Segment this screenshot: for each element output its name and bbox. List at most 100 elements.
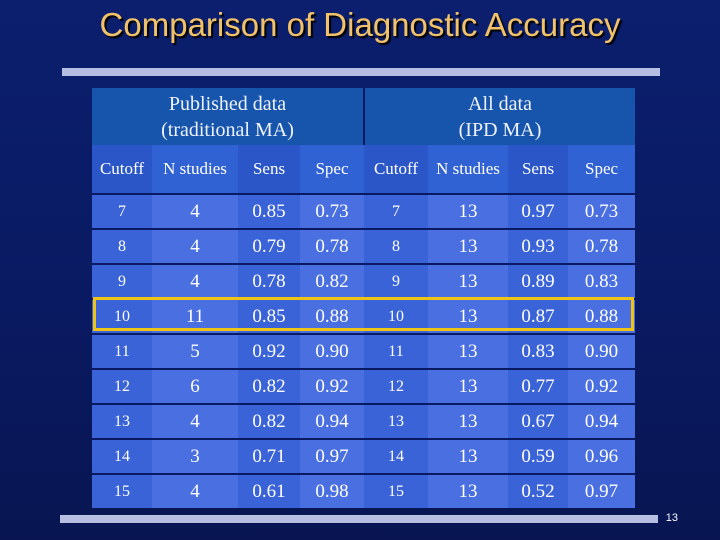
table-cell: 8 bbox=[364, 228, 428, 264]
table-cell: 0.83 bbox=[508, 333, 568, 369]
table-cell: 10 bbox=[364, 298, 428, 334]
top-divider bbox=[62, 68, 660, 76]
group-all-data: All data (IPD MA) bbox=[364, 88, 636, 145]
column-header: Sens bbox=[508, 145, 568, 194]
table-cell: 4 bbox=[152, 228, 238, 264]
table-cell: 9 bbox=[364, 263, 428, 299]
table-row: 11 5 0.92 0.90 11 13 0.83 0.90 bbox=[92, 333, 636, 369]
table-cell: 8 bbox=[92, 228, 152, 264]
table-cell: 14 bbox=[364, 438, 428, 474]
table-cell: 0.85 bbox=[238, 193, 300, 229]
table-cell: 7 bbox=[364, 193, 428, 229]
table-cell: 0.71 bbox=[238, 438, 300, 474]
table-cell: 7 bbox=[92, 193, 152, 229]
table-cell: 15 bbox=[92, 473, 152, 508]
column-header: Cutoff bbox=[364, 145, 428, 194]
table-cell: 13 bbox=[428, 263, 508, 299]
table-row: 8 4 0.79 0.78 8 13 0.93 0.78 bbox=[92, 228, 636, 264]
table-row: 12 6 0.82 0.92 12 13 0.77 0.92 bbox=[92, 368, 636, 404]
table-cell: 0.90 bbox=[300, 333, 364, 369]
table-cell: 0.97 bbox=[300, 438, 364, 474]
table-cell: 0.52 bbox=[508, 473, 568, 508]
column-header: Cutoff bbox=[92, 145, 152, 194]
table-cell: 3 bbox=[152, 438, 238, 474]
page-number: 13 bbox=[665, 512, 678, 524]
table-cell: 13 bbox=[92, 403, 152, 439]
table-cell: 4 bbox=[152, 193, 238, 229]
table-cell: 13 bbox=[428, 193, 508, 229]
table-cell: 4 bbox=[152, 403, 238, 439]
table-cell: 0.94 bbox=[568, 403, 636, 439]
table-cell: 0.77 bbox=[508, 368, 568, 404]
table-cell: 0.59 bbox=[508, 438, 568, 474]
table-cell: 0.82 bbox=[238, 368, 300, 404]
table-cell: 11 bbox=[92, 333, 152, 369]
table-cell: 12 bbox=[364, 368, 428, 404]
table-row: 10 11 0.85 0.88 10 13 0.87 0.88 bbox=[92, 298, 636, 334]
column-header: Sens bbox=[238, 145, 300, 194]
table-cell: 0.98 bbox=[300, 473, 364, 508]
table-cell: 0.87 bbox=[508, 298, 568, 334]
table-row: 14 3 0.71 0.97 14 13 0.59 0.96 bbox=[92, 438, 636, 474]
table-cell: 0.85 bbox=[238, 298, 300, 334]
table-cell: 0.73 bbox=[568, 193, 636, 229]
table-cell: 12 bbox=[92, 368, 152, 404]
table-cell: 11 bbox=[152, 298, 238, 334]
table-cell: 0.93 bbox=[508, 228, 568, 264]
group-all-line2: (IPD MA) bbox=[458, 118, 542, 141]
table-cell: 0.83 bbox=[568, 263, 636, 299]
table-cell: 0.82 bbox=[300, 263, 364, 299]
table-cell: 0.89 bbox=[508, 263, 568, 299]
table-cell: 15 bbox=[364, 473, 428, 508]
column-header: N studies bbox=[428, 145, 508, 194]
slide-title: Comparison of Diagnostic Accuracy bbox=[99, 6, 621, 43]
table-cell: 5 bbox=[152, 333, 238, 369]
table-row: 13 4 0.82 0.94 13 13 0.67 0.94 bbox=[92, 403, 636, 439]
table-cell: 11 bbox=[364, 333, 428, 369]
table-cell: 13 bbox=[428, 228, 508, 264]
table-cell: 13 bbox=[428, 368, 508, 404]
table-cell: 0.92 bbox=[568, 368, 636, 404]
table-cell: 0.82 bbox=[238, 403, 300, 439]
table-cell: 0.88 bbox=[300, 298, 364, 334]
table-cell: 13 bbox=[428, 473, 508, 508]
table-cell: 13 bbox=[428, 298, 508, 334]
group-header-row: Published data (traditional MA) All data… bbox=[92, 88, 636, 145]
table-cell: 0.97 bbox=[568, 473, 636, 508]
column-header: Spec bbox=[568, 145, 636, 194]
table-cell: 0.94 bbox=[300, 403, 364, 439]
table-cell: 0.90 bbox=[568, 333, 636, 369]
table-cell: 0.73 bbox=[300, 193, 364, 229]
table-cell: 13 bbox=[428, 333, 508, 369]
table-cell: 0.67 bbox=[508, 403, 568, 439]
table-cell: 13 bbox=[428, 403, 508, 439]
table-cell: 0.92 bbox=[238, 333, 300, 369]
table-cell: 0.78 bbox=[238, 263, 300, 299]
table-cell: 0.79 bbox=[238, 228, 300, 264]
table-cell: 0.61 bbox=[238, 473, 300, 508]
table-cell: 6 bbox=[152, 368, 238, 404]
table-cell: 10 bbox=[92, 298, 152, 334]
bottom-divider bbox=[60, 515, 658, 523]
table-row: 9 4 0.78 0.82 9 13 0.89 0.83 bbox=[92, 263, 636, 299]
column-header-row: Cutoff N studies Sens Spec Cutoff N stud… bbox=[92, 145, 636, 194]
column-header: Spec bbox=[300, 145, 364, 194]
table-cell: 0.78 bbox=[568, 228, 636, 264]
table-cell: 0.78 bbox=[300, 228, 364, 264]
table-row: 15 4 0.61 0.98 15 13 0.52 0.97 bbox=[92, 473, 636, 508]
table-cell: 13 bbox=[428, 438, 508, 474]
column-header: N studies bbox=[152, 145, 238, 194]
table-row: 7 4 0.85 0.73 7 13 0.97 0.73 bbox=[92, 193, 636, 229]
table-cell: 14 bbox=[92, 438, 152, 474]
group-all-line1: All data bbox=[468, 92, 532, 115]
table-cell: 4 bbox=[152, 473, 238, 508]
table-body: 7 4 0.85 0.73 7 13 0.97 0.73 8 4 0.79 0.78 8 13 0.93 0.… bbox=[92, 193, 636, 508]
table-cell: 9 bbox=[92, 263, 152, 299]
accuracy-table: Published data (traditional MA) All data… bbox=[92, 88, 636, 508]
table-cell: 4 bbox=[152, 263, 238, 299]
group-published-line1: Published data bbox=[168, 92, 287, 115]
group-published-data: Published data (traditional MA) bbox=[92, 88, 365, 145]
table-cell: 13 bbox=[364, 403, 428, 439]
table-cell: 0.88 bbox=[568, 298, 636, 334]
table-cell: 0.96 bbox=[568, 438, 636, 474]
